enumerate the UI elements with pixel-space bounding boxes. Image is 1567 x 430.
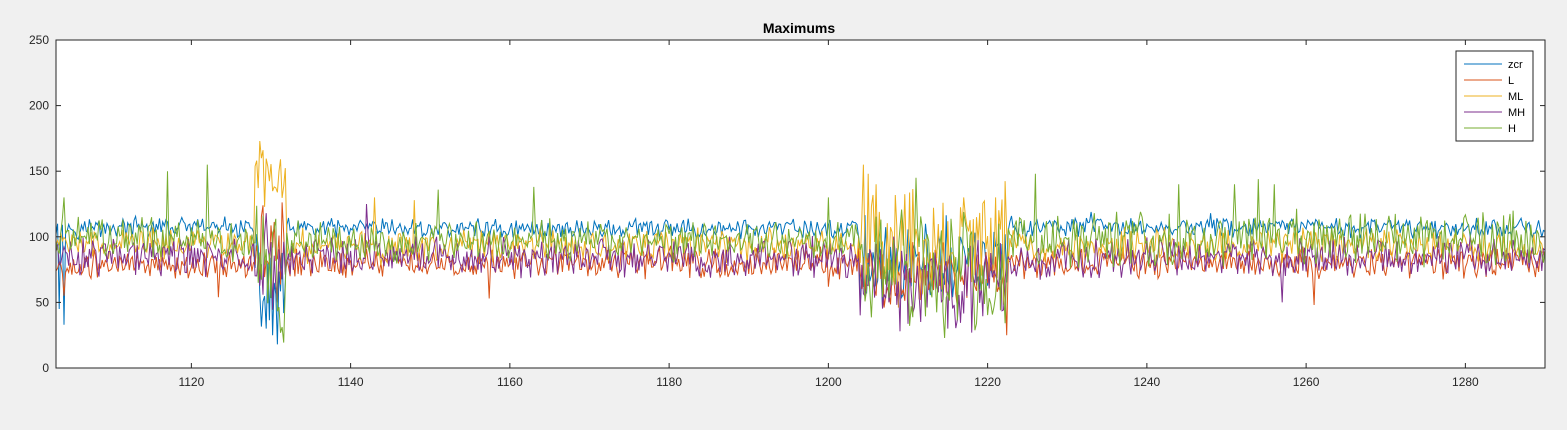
x-tick-label: 1120 <box>178 375 204 389</box>
y-tick-label: 0 <box>42 361 49 375</box>
legend-label-zcr: zcr <box>1508 59 1523 71</box>
x-tick-label: 1200 <box>815 375 842 389</box>
axes-layer: 1120 1140 1160 1180 1200 1220 1240 1260 1280 0 50 1… <box>29 33 1546 389</box>
legend-label-mh: MH <box>1508 107 1525 119</box>
series-line-h <box>56 164 1545 343</box>
series-layer <box>56 140 1545 345</box>
y-tick-label: 150 <box>29 164 49 178</box>
legend[interactable]: zcr L ML MH H <box>1455 50 1534 142</box>
plot-area[interactable] <box>56 40 1545 368</box>
x-tick-label: 1240 <box>1134 375 1161 389</box>
y-tick-label: 100 <box>29 230 49 244</box>
legend-label-h: H <box>1508 123 1516 135</box>
legend-label-ml: ML <box>1508 91 1523 103</box>
chart-title: Maximums <box>763 20 836 36</box>
legend-label-l: L <box>1508 75 1514 87</box>
x-tick-label: 1280 <box>1452 375 1479 389</box>
y-tick-label: 200 <box>29 99 49 113</box>
x-tick-label: 1260 <box>1293 375 1320 389</box>
series-line-mh <box>56 203 1545 333</box>
x-tick-label: 1140 <box>338 375 364 389</box>
x-tick-label: 1160 <box>497 375 523 389</box>
x-tick-label: 1180 <box>656 375 682 389</box>
axes-frame <box>55 39 1546 369</box>
x-tick-label: 1220 <box>974 375 1001 389</box>
y-tick-label: 250 <box>29 33 49 47</box>
y-tick-label: 50 <box>36 295 50 309</box>
